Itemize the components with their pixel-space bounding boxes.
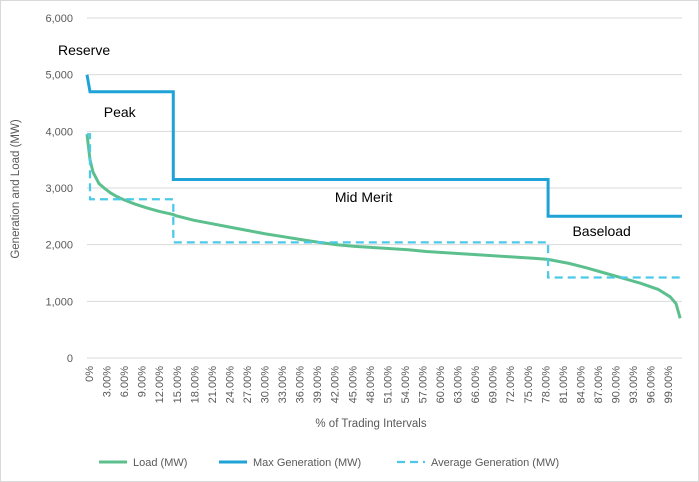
x-tick-label: 15.00% [172, 366, 184, 404]
y-tick-label: 5,000 [45, 70, 73, 82]
gridlines [87, 17, 682, 359]
x-tick-label: 75.00% [523, 366, 535, 404]
x-tick-label: 87.00% [593, 366, 605, 404]
x-tick-label: 21.00% [207, 366, 219, 404]
x-axis-title: % of Trading Intervals [315, 418, 426, 430]
x-tick-label: 69.00% [488, 366, 500, 404]
x-tick-label: 78.00% [540, 366, 552, 404]
y-tick-label: 4,000 [45, 126, 73, 138]
x-tick-label: 45.00% [347, 366, 359, 404]
x-tick-label: 36.00% [295, 366, 307, 404]
x-tick-label: 24.00% [224, 366, 236, 404]
zone-label: Mid Merit [335, 189, 393, 205]
x-tick-label: 57.00% [417, 366, 429, 404]
x-tick-label: 0% [84, 366, 96, 382]
x-tick-label: 48.00% [365, 366, 377, 404]
x-tick-label: 33.00% [277, 366, 289, 404]
x-tick-label: 54.00% [400, 366, 412, 404]
x-tick-label: 99.00% [663, 366, 675, 404]
x-tick-label: 9.00% [137, 366, 149, 397]
x-tick-label: 84.00% [575, 366, 587, 404]
zone-label: Baseload [572, 223, 630, 239]
zone-label: Peak [104, 104, 137, 120]
x-tick-label: 60.00% [435, 366, 447, 404]
y-tick-label: 6,000 [45, 13, 73, 25]
y-tick-label: 1,000 [45, 296, 73, 308]
x-tick-label: 18.00% [189, 366, 201, 404]
zone-label: Reserve [58, 42, 110, 58]
x-tick-label: 72.00% [505, 366, 517, 404]
y-axis-ticks: 0 1,000 2,000 3,000 4,000 5,000 6,000 [45, 13, 73, 365]
x-tick-label: 90.00% [611, 366, 623, 404]
series-line-max-generation [85, 74, 682, 218]
y-tick-label: 0 [67, 353, 73, 365]
legend-label: Load (MW) [133, 457, 187, 469]
y-axis-title: Generation and Load (MW) [10, 119, 22, 259]
x-tick-label: 93.00% [628, 366, 640, 404]
x-tick-label: 51.00% [382, 366, 394, 404]
x-tick-label: 66.00% [470, 366, 482, 404]
x-tick-label: 39.00% [312, 366, 324, 404]
y-tick-label: 2,000 [45, 240, 73, 252]
x-tick-label: 27.00% [242, 366, 254, 404]
x-tick-label: 3.00% [102, 366, 114, 397]
x-tick-label: 63.00% [453, 366, 465, 404]
x-tick-label: 96.00% [646, 366, 658, 404]
x-tick-label: 81.00% [558, 366, 570, 404]
legend-label: Average Generation (MW) [431, 457, 559, 469]
legend: Load (MW) Max Generation (MW) Average Gene… [99, 457, 559, 469]
x-tick-label: 30.00% [260, 366, 272, 404]
x-tick-label: 12.00% [154, 366, 166, 404]
zone-labels: Reserve Peak Mid Merit Baseload [58, 42, 631, 239]
y-tick-label: 3,000 [45, 183, 73, 195]
x-tick-label: 6.00% [119, 366, 131, 397]
series-line-average-generation [87, 133, 682, 279]
x-tick-label: 42.00% [330, 366, 342, 404]
legend-label: Max Generation (MW) [253, 457, 361, 469]
x-axis-ticks: 0% 3.00% 6.00% 9.00% 12.00% 15.00% 18.00% 21.00… [84, 366, 675, 404]
series-line-load [85, 134, 682, 319]
series-lines [85, 74, 682, 319]
